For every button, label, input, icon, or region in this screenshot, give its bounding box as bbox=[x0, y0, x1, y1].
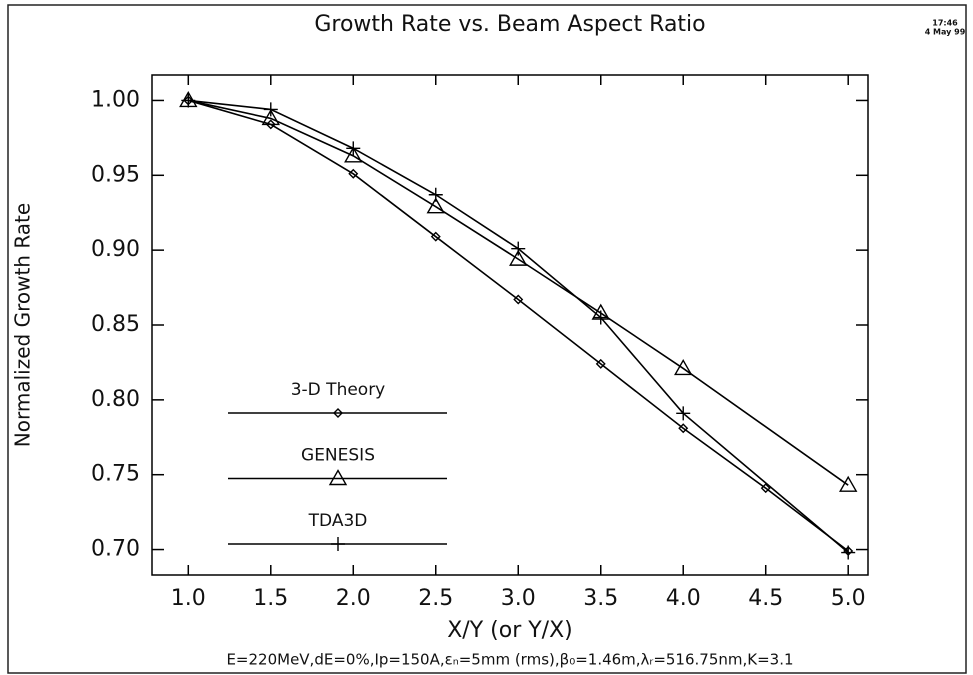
x-tick-label: 3.0 bbox=[501, 586, 536, 611]
time-stamp: 17:46 bbox=[932, 19, 958, 28]
x-tick-label: 3.5 bbox=[583, 586, 618, 611]
frame bbox=[7, 4, 967, 674]
date-stamp: 4 May 99 bbox=[925, 28, 966, 37]
plus-marker bbox=[511, 241, 526, 256]
triangle-marker bbox=[426, 197, 445, 214]
series-line bbox=[188, 99, 849, 552]
legend-label: GENESIS bbox=[301, 446, 375, 466]
plus-marker bbox=[181, 93, 196, 108]
y-tick-label: 0.80 bbox=[91, 387, 140, 412]
x-tick-label: 2.0 bbox=[336, 586, 371, 611]
series-line bbox=[188, 99, 849, 486]
diamond-marker bbox=[430, 231, 441, 242]
series-line bbox=[188, 99, 849, 554]
x-tick-label: 5.0 bbox=[831, 586, 866, 611]
diamond-marker bbox=[678, 423, 689, 434]
diamond-marker bbox=[348, 168, 359, 179]
triangle-marker bbox=[509, 249, 528, 266]
x-tick-label: 4.0 bbox=[666, 586, 701, 611]
y-axis-label: Normalized Growth Rate bbox=[11, 203, 35, 447]
triangle-marker bbox=[344, 146, 363, 163]
plus-marker bbox=[346, 141, 361, 156]
x-tick-label: 4.5 bbox=[748, 586, 783, 611]
x-tick-label: 1.0 bbox=[171, 586, 206, 611]
x-tick-label: 2.5 bbox=[418, 586, 453, 611]
plus-marker bbox=[676, 406, 691, 421]
plus-marker bbox=[428, 187, 443, 202]
plus-marker bbox=[593, 310, 608, 325]
x-tick-label: 1.5 bbox=[253, 586, 288, 611]
plus-marker bbox=[331, 537, 345, 551]
x-axis-label: X/Y (or Y/X) bbox=[447, 618, 573, 643]
triangle-marker bbox=[328, 469, 348, 486]
y-tick-label: 1.00 bbox=[91, 87, 140, 112]
chart-title: Growth Rate vs. Beam Aspect Ratio bbox=[314, 12, 705, 37]
diamond-marker bbox=[265, 119, 276, 130]
plus-marker bbox=[841, 545, 856, 560]
diamond-marker bbox=[333, 408, 343, 418]
legend-label: 3-D Theory bbox=[291, 380, 386, 400]
legend-label: TDA3D bbox=[308, 511, 368, 531]
y-tick-label: 0.95 bbox=[91, 162, 140, 187]
y-tick-label: 0.70 bbox=[91, 537, 140, 562]
diamond-marker bbox=[760, 483, 771, 494]
y-tick-label: 0.85 bbox=[91, 312, 140, 337]
y-tick-label: 0.75 bbox=[91, 462, 140, 487]
plus-marker bbox=[263, 102, 278, 117]
diamond-marker bbox=[595, 358, 606, 369]
parameters-note: E=220MeV,dE=0%,Ip=150A,εₙ=5mm (rms),β₀=1… bbox=[226, 651, 793, 669]
triangle-marker bbox=[261, 109, 280, 126]
triangle-marker bbox=[838, 475, 858, 492]
plot-frame bbox=[151, 74, 869, 576]
triangle-marker bbox=[674, 359, 693, 376]
y-tick-label: 0.90 bbox=[91, 237, 140, 262]
diamond-marker bbox=[513, 294, 524, 305]
